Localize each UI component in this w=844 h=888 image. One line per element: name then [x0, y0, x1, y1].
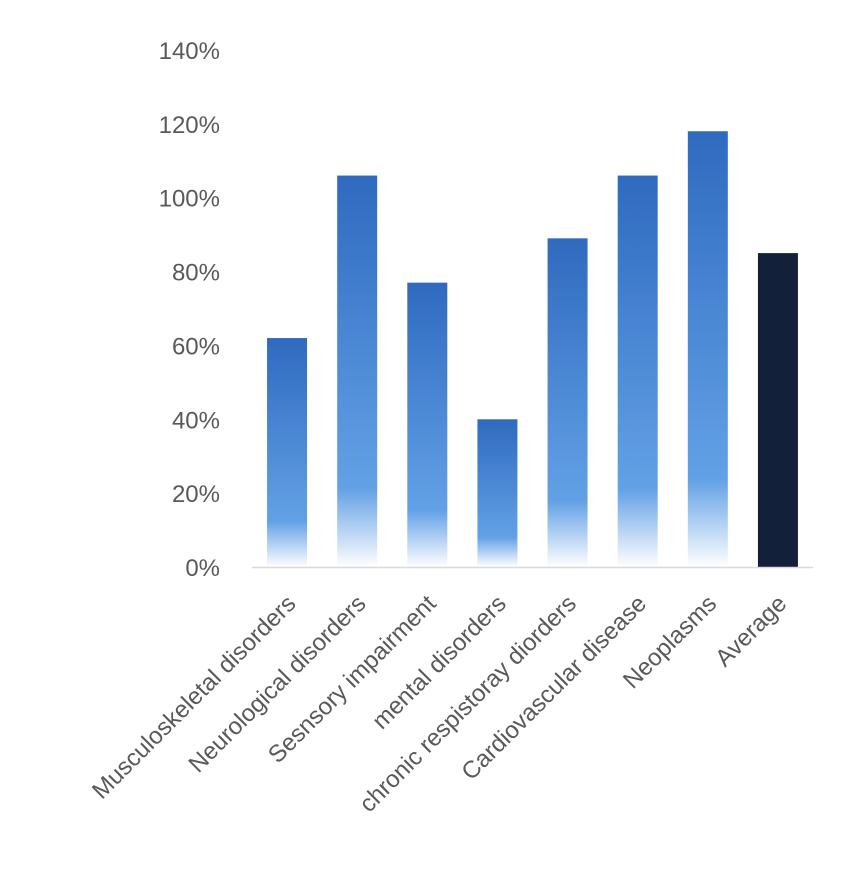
y-tick-label: 20%: [172, 481, 220, 508]
bar-series: [267, 131, 798, 568]
x-category-label: Average: [710, 590, 792, 672]
y-axis-ticks: 0% 20% 40% 60% 80% 100% 120% 140%: [159, 38, 220, 582]
y-tick-label: 100%: [159, 186, 220, 213]
bar: [687, 131, 728, 567]
bar: [547, 238, 588, 568]
y-tick-label: 60%: [172, 333, 220, 360]
bar: [407, 282, 448, 567]
bar-average: [757, 253, 798, 567]
bar: [477, 419, 518, 567]
bar: [617, 175, 658, 568]
y-tick-label: 80%: [172, 260, 220, 287]
bar: [337, 175, 378, 568]
y-tick-label: 40%: [172, 407, 220, 434]
y-tick-label: 120%: [159, 112, 220, 139]
y-tick-label: 140%: [159, 38, 220, 65]
y-tick-label: 0%: [185, 555, 220, 582]
bar: [267, 338, 308, 567]
